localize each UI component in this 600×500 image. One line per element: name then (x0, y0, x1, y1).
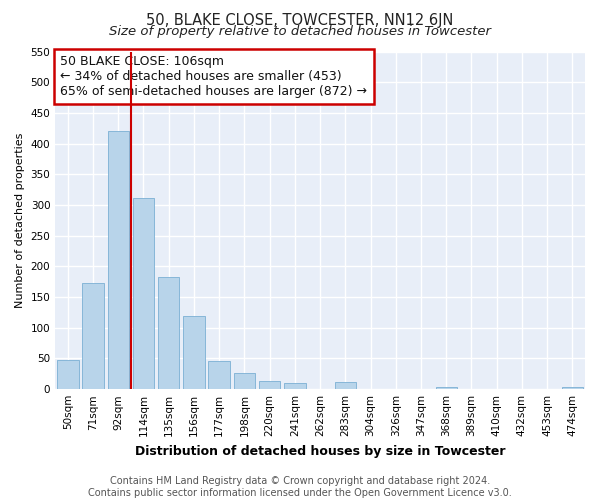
Bar (284, 383, 305, 389)
Bar (57, 360, 79, 389)
Bar (158, 277, 179, 389)
Bar (208, 361, 230, 389)
Text: Size of property relative to detached houses in Towcester: Size of property relative to detached ho… (109, 25, 491, 38)
Text: 50 BLAKE CLOSE: 106sqm
← 34% of detached houses are smaller (453)
65% of semi-de: 50 BLAKE CLOSE: 106sqm ← 34% of detached… (61, 55, 367, 98)
Bar (107, 132, 129, 389)
Text: 50, BLAKE CLOSE, TOWCESTER, NN12 6JN: 50, BLAKE CLOSE, TOWCESTER, NN12 6JN (146, 12, 454, 28)
Y-axis label: Number of detached properties: Number of detached properties (15, 132, 25, 308)
Bar (233, 372, 255, 389)
Bar (82, 283, 104, 389)
Bar (436, 386, 457, 389)
X-axis label: Distribution of detached houses by size in Towcester: Distribution of detached houses by size … (135, 444, 505, 458)
Bar (183, 316, 205, 389)
Bar (335, 382, 356, 389)
Text: Contains HM Land Registry data © Crown copyright and database right 2024.
Contai: Contains HM Land Registry data © Crown c… (88, 476, 512, 498)
Bar (133, 198, 154, 389)
Bar (259, 380, 280, 389)
Bar (562, 388, 583, 389)
